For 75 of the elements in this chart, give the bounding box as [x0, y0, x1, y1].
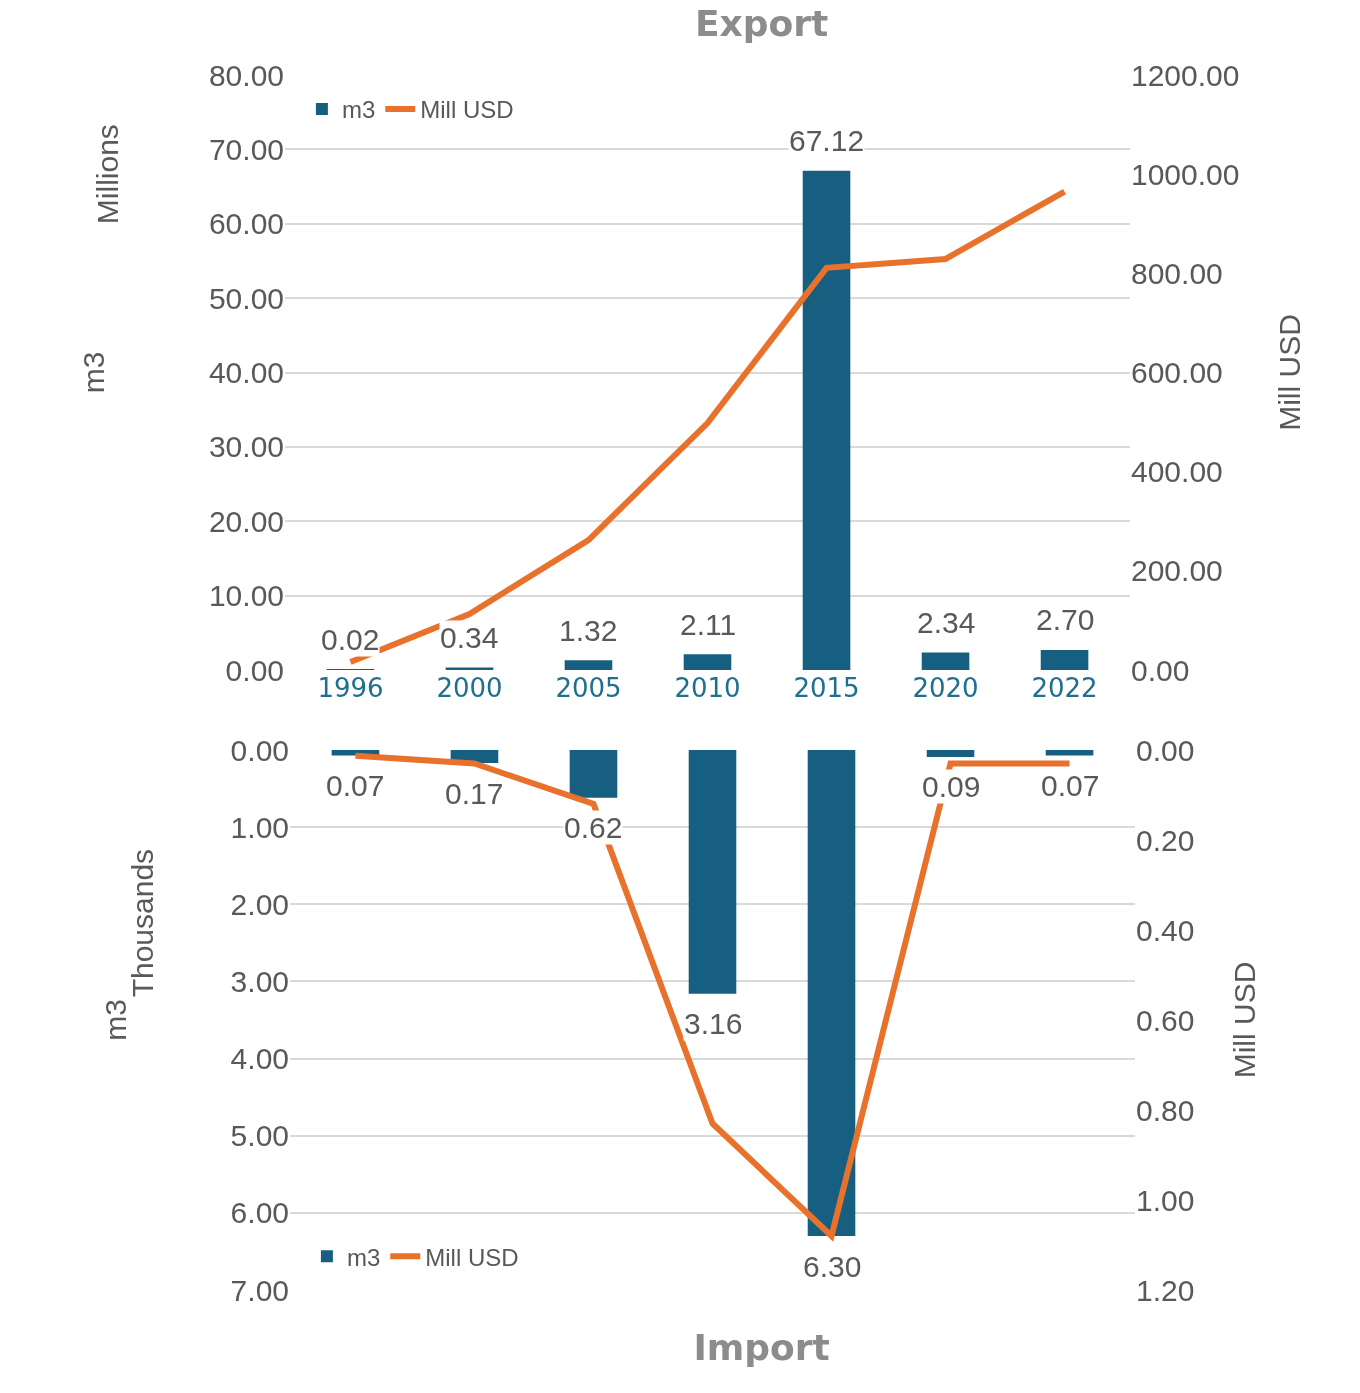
- y2-tick-label: 0.00: [1136, 733, 1195, 767]
- bar: [445, 667, 494, 670]
- y2-axis-title: Mill USD: [1272, 314, 1306, 431]
- data-label: 0.07: [1041, 769, 1100, 802]
- text: Import: [693, 1327, 830, 1369]
- bar: [807, 750, 856, 1236]
- y2-tick-label: 1.20: [1136, 1273, 1195, 1307]
- data-label: 1.32: [559, 614, 618, 647]
- data-label: 0.34: [440, 621, 499, 654]
- data-label: 0.17: [445, 777, 504, 810]
- bar: [1040, 649, 1089, 670]
- x-tick-label: 2022: [1031, 673, 1098, 703]
- data-label: 2.70: [1036, 603, 1095, 636]
- bar: [926, 750, 975, 757]
- y2-tick-label: 0.40: [1136, 913, 1195, 947]
- y-tick-label: 7.00: [230, 1273, 289, 1307]
- legend-label: Mill USD: [425, 1243, 519, 1271]
- text: Thousands: [125, 848, 159, 998]
- text: Millions: [90, 124, 124, 225]
- bar: [569, 750, 618, 798]
- y-tick-label: 6.00: [230, 1196, 289, 1230]
- y2-tick-label: 0.60: [1136, 1003, 1195, 1037]
- y2-tick-label: 400.00: [1131, 455, 1223, 489]
- y2-tick-label: 600.00: [1131, 356, 1223, 389]
- y-tick-label: 30.00: [208, 430, 284, 464]
- y-tick-label: 5.00: [230, 1119, 289, 1153]
- y2-tick-label: 0.80: [1136, 1093, 1195, 1127]
- x-tick-label: 1996: [317, 673, 384, 703]
- y-tick-label: 60.00: [208, 207, 284, 241]
- y2-tick-label: 1000.00: [1131, 157, 1240, 191]
- y-tick-label: 40.00: [208, 356, 284, 389]
- y-axis-title: m3: [76, 351, 110, 394]
- y2-tick-label: 0.00: [1131, 653, 1190, 687]
- data-label: 0.07: [326, 769, 385, 802]
- y2-tick-label: 1200.00: [1131, 58, 1240, 92]
- legend-label: m3: [341, 96, 376, 124]
- chart-title: Export: [694, 3, 829, 45]
- x-tick-label: 2005: [555, 673, 622, 703]
- y-tick-label: 0.00: [225, 653, 284, 687]
- bar: [688, 750, 737, 994]
- data-label: 0.09: [922, 770, 981, 803]
- y2-tick-label: 1.00: [1136, 1183, 1195, 1217]
- y-tick-label: 3.00: [230, 964, 289, 998]
- y-tick-label: 4.00: [230, 1042, 289, 1076]
- y-tick-label: 50.00: [208, 281, 284, 315]
- data-label: 3.16: [684, 1007, 743, 1040]
- bar: [683, 654, 732, 670]
- data-label: 0.02: [321, 623, 380, 656]
- y2-tick-label: 0.20: [1136, 823, 1195, 857]
- y2-tick-label: 200.00: [1131, 554, 1223, 588]
- bar: [1045, 750, 1094, 756]
- y2-tick-label: 800.00: [1131, 256, 1223, 290]
- y-axis-title: m3: [98, 999, 132, 1041]
- y-tick-label: 10.00: [208, 579, 284, 613]
- y-tick-label: 1.00: [230, 810, 289, 844]
- y-tick-label: 80.00: [208, 58, 284, 92]
- bar: [564, 660, 613, 670]
- legend-label: m3: [346, 1243, 381, 1271]
- bar: [802, 170, 851, 670]
- y2-axis-title: Mill USD: [1227, 961, 1261, 1079]
- y-tick-label: 70.00: [208, 132, 284, 166]
- x-tick-label: 2015: [793, 673, 860, 703]
- y-tick-label: 0.00: [230, 733, 289, 767]
- y-tick-label: 2.00: [230, 887, 289, 921]
- y-tick-label: 20.00: [208, 504, 284, 538]
- data-label: 2.11: [680, 608, 737, 641]
- data-label: 67.12: [789, 124, 865, 157]
- x-tick-label: 2020: [912, 673, 979, 703]
- legend-label: Mill USD: [420, 96, 514, 124]
- data-label: 0.62: [564, 811, 623, 844]
- x-tick-label: 2010: [674, 673, 741, 703]
- data-label: 6.30: [803, 1250, 862, 1283]
- data-label: 2.34: [917, 606, 976, 639]
- bar: [921, 652, 970, 670]
- x-tick-label: 2000: [436, 673, 503, 703]
